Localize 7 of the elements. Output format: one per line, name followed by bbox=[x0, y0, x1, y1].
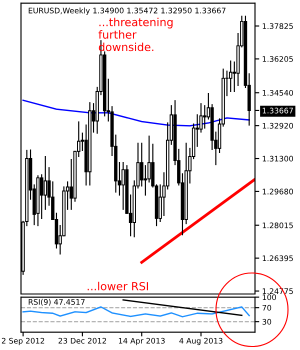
candlestick bbox=[44, 156, 48, 210]
line-series bbox=[22, 306, 250, 318]
candlestick bbox=[122, 162, 125, 210]
candlestick bbox=[228, 60, 232, 92]
line-series bbox=[22, 100, 250, 127]
annotation: ...lower RSI bbox=[88, 282, 148, 290]
candlestick bbox=[203, 105, 206, 129]
